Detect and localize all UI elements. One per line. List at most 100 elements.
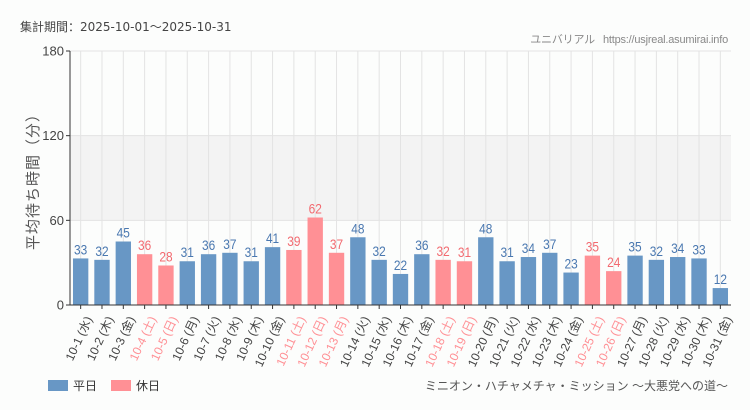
bar[interactable] [627,255,643,305]
bar[interactable] [222,252,238,305]
bar-group: 31 [499,244,515,305]
bar-value-label: 41 [266,230,279,246]
bar[interactable] [179,261,195,305]
bar-group: 33 [691,242,707,305]
bar-group: 31 [456,244,473,305]
bar-value-label: 48 [479,220,492,236]
bar-group: 22 [392,257,409,305]
bar-group: 32 [648,243,665,305]
bar[interactable] [456,261,473,305]
bar-group: 31 [243,244,259,305]
bar-group: 32 [94,243,110,305]
bar-value-label: 28 [159,249,172,265]
bar-value-label: 35 [628,239,641,255]
site-name: ユニバリアル [530,34,595,46]
bar-group: 24 [606,254,622,305]
bar-value-label: 22 [394,257,407,273]
bar[interactable] [264,247,281,305]
legend-item-holiday: 休日 [111,377,160,394]
bar-value-label: 35 [586,239,599,255]
bar[interactable] [72,258,89,305]
bar-group: 35 [584,239,601,305]
bar-group: 48 [350,220,366,305]
bar-value-label: 48 [351,220,364,236]
bar-value-label: 37 [330,236,343,252]
y-tick-label: 0 [57,298,64,313]
bar-group: 23 [563,256,579,305]
bar[interactable] [563,272,579,305]
bar-value-label: 37 [543,236,556,252]
bar-group: 37 [328,236,345,305]
site-url[interactable]: https://usjreal.asumirai.info [602,34,728,46]
bar[interactable] [606,271,622,305]
bar[interactable] [200,254,217,305]
bar-value-label: 31 [245,244,258,260]
y-tick-label: 120 [42,128,64,143]
bar[interactable] [115,241,131,306]
bar-group: 36 [200,237,217,305]
bar[interactable] [286,249,302,305]
bar[interactable] [584,255,601,305]
bar-value-label: 36 [415,237,428,253]
bar[interactable] [350,237,366,305]
bar[interactable] [136,254,153,305]
bar-value-label: 36 [202,237,215,253]
bar-value-label: 32 [437,243,450,259]
bar[interactable] [691,258,707,305]
bar[interactable] [670,257,686,305]
bar-value-label: 32 [650,243,663,259]
bar-value-label: 23 [564,256,577,272]
bar[interactable] [243,261,259,305]
bar-value-label: 32 [95,243,108,259]
bar-value-label: 37 [223,236,236,252]
bar-group: 41 [264,230,281,305]
bar[interactable] [414,254,430,305]
bar[interactable] [328,252,345,305]
bar-value-label: 32 [373,243,386,259]
bar-value-label: 31 [458,244,471,260]
bar-group: 62 [307,201,323,305]
y-tick-label: 180 [42,44,64,59]
bar[interactable] [158,265,174,305]
bar[interactable] [435,259,451,305]
bar-group: 34 [520,240,537,305]
bar-value-label: 45 [117,225,130,241]
legend: 平日 休日 [48,377,174,394]
bar-value-label: 34 [522,240,535,256]
bar-group: 32 [371,243,387,305]
legend-weekday-label: 平日 [73,379,98,393]
bar-group: 31 [179,244,195,305]
bar[interactable] [478,237,494,305]
bar-group: 48 [478,220,494,305]
bar-group: 34 [670,240,686,305]
bar[interactable] [392,273,409,305]
bar-value-label: 12 [714,271,727,287]
bar-value-label: 33 [692,242,705,258]
bar-group: 12 [712,271,729,305]
bar[interactable] [499,261,515,305]
bar[interactable] [371,259,387,305]
legend-holiday-label: 休日 [136,379,161,393]
bar-group: 28 [158,249,174,305]
bar[interactable] [648,259,665,305]
bar-group: 37 [542,236,558,305]
bar[interactable] [712,288,729,305]
legend-item-weekday: 平日 [48,377,97,394]
bar[interactable] [94,259,110,305]
bar[interactable] [520,257,537,305]
bar-group: 35 [627,239,643,305]
bar-group: 36 [136,237,153,305]
attraction-name: ミニオン・ハチャメチャ・ミッション ～大悪党への道～ [424,379,728,393]
bar-group: 33 [72,242,89,305]
bar-value-label: 34 [671,240,684,256]
bar-group: 39 [286,233,302,305]
bar-group: 32 [435,243,451,305]
bar-value-label: 62 [309,201,322,217]
period-label: 集計期間：2025-10-01～2025-10-31 [20,20,232,34]
bar[interactable] [542,252,558,305]
bar[interactable] [307,217,323,305]
bar-value-label: 36 [138,237,151,253]
holiday-swatch [111,380,132,391]
